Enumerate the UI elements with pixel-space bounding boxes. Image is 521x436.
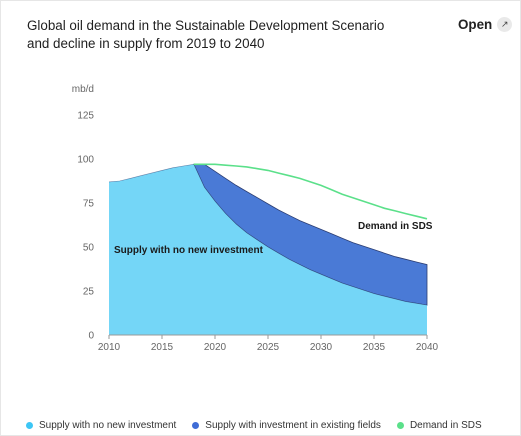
y-tick-label: 50 <box>83 243 95 254</box>
open-button[interactable]: Open ↗ <box>458 17 513 32</box>
legend-swatch <box>192 422 200 429</box>
y-tick-label: 0 <box>88 331 94 342</box>
y-axis-label: mb/d <box>72 84 94 95</box>
legend-swatch <box>396 422 404 429</box>
y-tick-label: 75 <box>83 199 95 210</box>
area-supply-no-investment-edge <box>108 163 428 306</box>
x-tick-label: 2020 <box>204 342 227 353</box>
plot-area: 0 25 50 75 100 125 2010 2015 2020 2025 2030 2035 204… <box>72 84 439 353</box>
x-tick-label: 2015 <box>151 342 174 353</box>
chart-title: Global oil demand in the Sustainable Dev… <box>27 18 385 51</box>
legend-item-supply-no-investment[interactable]: Supply with no new investment <box>26 420 176 431</box>
y-tick-label: 25 <box>83 287 95 298</box>
y-tick-label: 100 <box>77 155 94 166</box>
legend-label: Supply with investment in existing field… <box>205 420 381 431</box>
x-tick-label: 2025 <box>257 342 280 353</box>
y-tick-label: 125 <box>77 111 94 122</box>
line-demand-sds <box>193 163 428 220</box>
annotation-supply-no-investment: Supply with no new investment <box>114 245 264 256</box>
legend-label: Demand in SDS <box>409 420 482 431</box>
annotation-demand-sds: Demand in SDS <box>358 221 433 232</box>
open-button-label: Open <box>458 17 493 32</box>
area-supply-no-investment <box>109 164 427 335</box>
x-tick-label: 2040 <box>416 342 439 353</box>
legend-item-supply-existing-fields[interactable]: Supply with investment in existing field… <box>192 420 381 431</box>
x-tick-label: 2035 <box>363 342 386 353</box>
legend-item-demand-sds[interactable]: Demand in SDS <box>396 420 482 431</box>
legend-label: Supply with no new investment <box>39 420 177 431</box>
legend-swatch <box>26 422 33 429</box>
legend: Supply with no new investment Supply wit… <box>26 420 482 431</box>
x-tick-label: 2010 <box>98 342 121 353</box>
x-tick-label: 2030 <box>310 342 333 353</box>
external-link-icon: ↗ <box>497 17 513 32</box>
